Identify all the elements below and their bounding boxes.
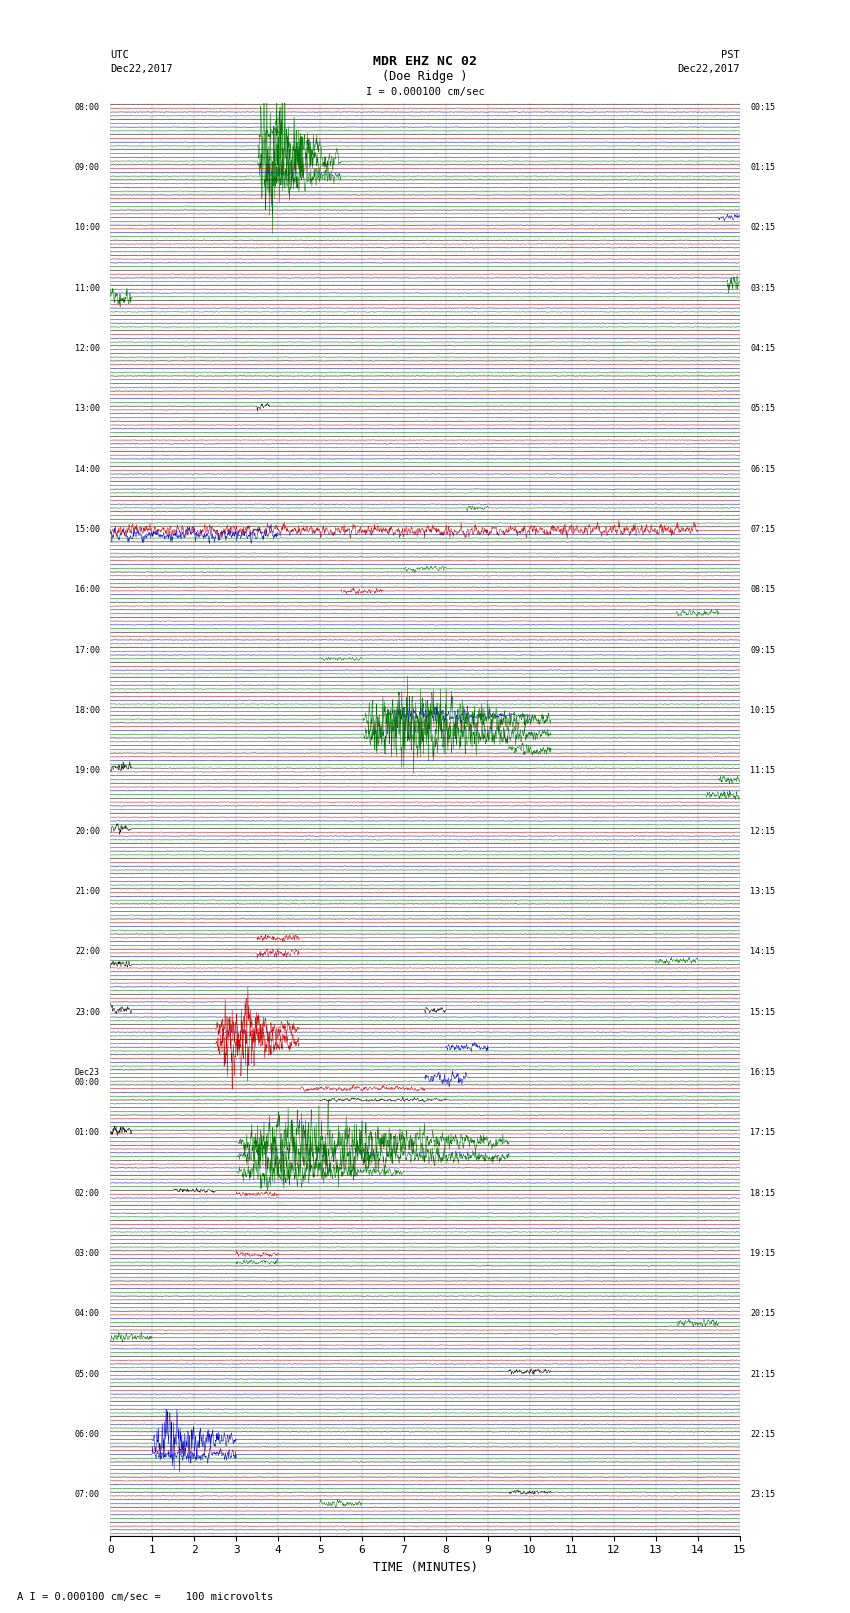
Text: 21:15: 21:15	[750, 1369, 775, 1379]
Text: 07:15: 07:15	[750, 524, 775, 534]
Text: 04:15: 04:15	[750, 344, 775, 353]
Text: 09:00: 09:00	[75, 163, 100, 173]
Text: 18:15: 18:15	[750, 1189, 775, 1197]
Text: 22:00: 22:00	[75, 947, 100, 957]
Text: 20:15: 20:15	[750, 1310, 775, 1318]
Text: 21:00: 21:00	[75, 887, 100, 895]
Text: 18:00: 18:00	[75, 706, 100, 715]
Text: 02:15: 02:15	[750, 223, 775, 232]
Text: 13:00: 13:00	[75, 405, 100, 413]
Text: 00:15: 00:15	[750, 103, 775, 111]
Text: Dec23
00:00: Dec23 00:00	[75, 1068, 100, 1087]
Text: 01:00: 01:00	[75, 1127, 100, 1137]
Text: 12:15: 12:15	[750, 826, 775, 836]
Text: 16:15: 16:15	[750, 1068, 775, 1077]
Text: 08:00: 08:00	[75, 103, 100, 111]
Text: 17:15: 17:15	[750, 1127, 775, 1137]
Text: 02:00: 02:00	[75, 1189, 100, 1197]
Text: 08:15: 08:15	[750, 586, 775, 594]
Text: 11:15: 11:15	[750, 766, 775, 776]
Text: 17:00: 17:00	[75, 645, 100, 655]
Text: 14:00: 14:00	[75, 465, 100, 474]
Text: 10:00: 10:00	[75, 223, 100, 232]
Text: 14:15: 14:15	[750, 947, 775, 957]
Text: 20:00: 20:00	[75, 826, 100, 836]
Text: 07:00: 07:00	[75, 1490, 100, 1498]
Text: 04:00: 04:00	[75, 1310, 100, 1318]
Text: Dec22,2017: Dec22,2017	[110, 65, 173, 74]
X-axis label: TIME (MINUTES): TIME (MINUTES)	[372, 1561, 478, 1574]
Text: 23:15: 23:15	[750, 1490, 775, 1498]
Text: PST: PST	[721, 50, 740, 60]
Text: 06:00: 06:00	[75, 1431, 100, 1439]
Text: 15:00: 15:00	[75, 524, 100, 534]
Text: A I = 0.000100 cm/sec =    100 microvolts: A I = 0.000100 cm/sec = 100 microvolts	[17, 1592, 273, 1602]
Text: 19:15: 19:15	[750, 1248, 775, 1258]
Text: 06:15: 06:15	[750, 465, 775, 474]
Text: 22:15: 22:15	[750, 1431, 775, 1439]
Text: 13:15: 13:15	[750, 887, 775, 895]
Text: 10:15: 10:15	[750, 706, 775, 715]
Text: UTC: UTC	[110, 50, 129, 60]
Text: 15:15: 15:15	[750, 1008, 775, 1016]
Text: 01:15: 01:15	[750, 163, 775, 173]
Text: 05:15: 05:15	[750, 405, 775, 413]
Text: 05:00: 05:00	[75, 1369, 100, 1379]
Text: 12:00: 12:00	[75, 344, 100, 353]
Text: 11:00: 11:00	[75, 284, 100, 292]
Text: I = 0.000100 cm/sec: I = 0.000100 cm/sec	[366, 87, 484, 97]
Text: MDR EHZ NC 02: MDR EHZ NC 02	[373, 55, 477, 68]
Text: 23:00: 23:00	[75, 1008, 100, 1016]
Text: 03:00: 03:00	[75, 1248, 100, 1258]
Text: 09:15: 09:15	[750, 645, 775, 655]
Text: 19:00: 19:00	[75, 766, 100, 776]
Text: 16:00: 16:00	[75, 586, 100, 594]
Text: 03:15: 03:15	[750, 284, 775, 292]
Text: Dec22,2017: Dec22,2017	[677, 65, 740, 74]
Text: (Doe Ridge ): (Doe Ridge )	[382, 69, 468, 82]
